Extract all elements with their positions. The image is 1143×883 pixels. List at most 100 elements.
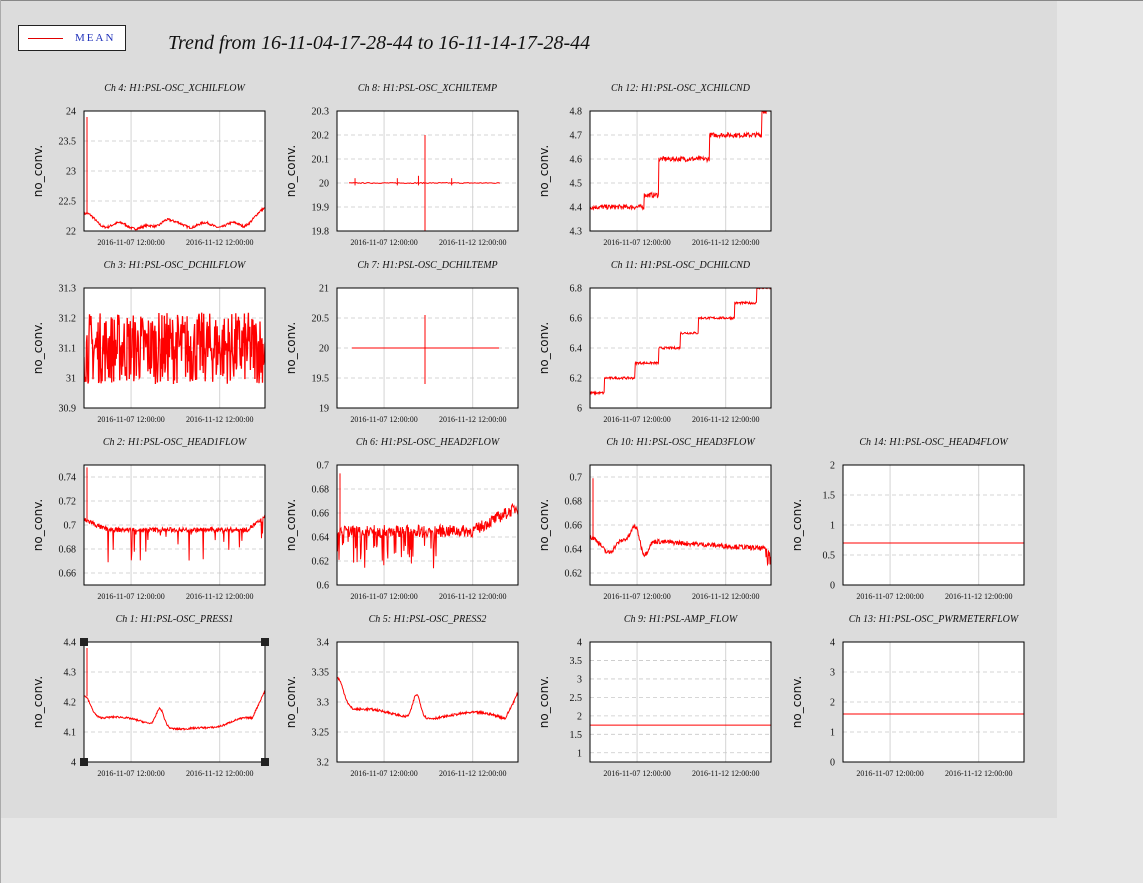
y-tick-label: 0	[830, 758, 835, 769]
y-tick-label: 0.68	[312, 485, 330, 496]
legend-box: MEAN	[18, 25, 126, 51]
chart-panel-4[interactable]: Ch 3: H1:PSL-OSC_DCHILFLOW 30.9 31 31.1 31.2…	[31, 260, 266, 424]
plot-frame	[336, 287, 519, 409]
series-mean	[84, 467, 265, 563]
x-tick-label: 2016-11-07 12:00:00	[856, 592, 923, 601]
x-tick-label: 2016-11-07 12:00:00	[97, 769, 164, 778]
chart-panel-6[interactable]: Ch 11: H1:PSL-OSC_DCHILCND 6 6.2 6.4 6.6 6.8 2…	[537, 260, 772, 424]
y-tick-label: 24	[66, 107, 76, 118]
x-tick-label: 2016-11-12 12:00:00	[439, 415, 506, 424]
y-axis-label: no_conv.	[537, 676, 551, 728]
y-tick-label: 30.9	[59, 404, 77, 415]
y-axis-label: no_conv.	[537, 322, 551, 374]
x-tick-label: 2016-11-12 12:00:00	[692, 238, 759, 247]
x-tick-label: 2016-11-07 12:00:00	[350, 769, 417, 778]
chart-panel-9[interactable]: Ch 10: H1:PSL-OSC_HEAD3FLOW 0.62 0.64 0.66 0…	[537, 437, 772, 601]
y-tick-label: 6.8	[570, 284, 583, 295]
y-tick-label: 31.1	[59, 344, 77, 355]
series-line	[590, 288, 771, 396]
y-tick-label: 1.5	[823, 491, 836, 502]
chart-panel-2[interactable]: Ch 8: H1:PSL-OSC_XCHILTEMP 19.8 19.9 20 20.1…	[284, 83, 519, 247]
selection-handle[interactable]	[80, 758, 88, 766]
chart-panel-1[interactable]: Ch 4: H1:PSL-OSC_XCHILFLOW 22 22.5 23 23.5 24…	[31, 83, 266, 247]
chart-panel-12[interactable]: Ch 5: H1:PSL-OSC_PRESS2 3.2 3.25 3.3 3.35 3.4…	[284, 614, 519, 778]
y-tick-label: 0.66	[565, 521, 583, 532]
y-tick-label: 23.5	[59, 137, 77, 148]
y-axis-label: no_conv.	[790, 499, 804, 551]
y-tick-label: 0.6	[317, 581, 330, 592]
chart-panel-14[interactable]: Ch 13: H1:PSL-OSC_PWRMETERFLOW 0 1 2 3 4 2016-…	[790, 614, 1025, 778]
x-tick-label: 2016-11-12 12:00:00	[186, 415, 253, 424]
x-tick-label: 2016-11-07 12:00:00	[97, 592, 164, 601]
x-tick-label: 2016-11-07 12:00:00	[603, 769, 670, 778]
chart-panel-8[interactable]: Ch 6: H1:PSL-OSC_HEAD2FLOW 0.6 0.62 0.64 0.6…	[284, 437, 519, 601]
y-tick-label: 0.68	[565, 497, 583, 508]
series-line	[84, 312, 265, 385]
plot-frame	[83, 641, 266, 763]
selection-handle[interactable]	[261, 758, 269, 766]
y-tick-label: 3.25	[312, 728, 330, 739]
series-mean	[337, 676, 518, 721]
y-tick-label: 1	[830, 728, 835, 739]
selection-handle[interactable]	[80, 638, 88, 646]
plot-area	[843, 465, 1024, 585]
y-tick-label: 6.2	[570, 374, 583, 385]
y-tick-label: 0.7	[570, 473, 583, 484]
y-tick-label: 4.4	[64, 638, 77, 649]
chart-panel-13[interactable]: Ch 9: H1:PSL-AMP_FLOW 1 1.5 2 2.5 3 3.5 4 2016-1…	[537, 614, 772, 778]
y-tick-label: 4.7	[570, 131, 583, 142]
y-tick-label: 19.8	[312, 227, 330, 238]
y-tick-label: 4	[577, 638, 582, 649]
y-axis-label: no_conv.	[31, 499, 45, 551]
plot-frame	[336, 464, 519, 586]
y-tick-label: 0	[830, 581, 835, 592]
plot-frame	[842, 464, 1025, 586]
plot-frame	[589, 110, 772, 232]
y-axis-label: no_conv.	[31, 322, 45, 374]
y-tick-label: 6.4	[570, 344, 583, 355]
y-tick-label: 21	[319, 284, 329, 295]
y-axis-label: no_conv.	[284, 145, 298, 197]
y-tick-label: 0.7	[64, 521, 77, 532]
y-tick-label: 3.5	[570, 656, 583, 667]
y-axis-label: no_conv.	[31, 676, 45, 728]
legend-mean-swatch	[28, 38, 63, 39]
chart-panel-5[interactable]: Ch 7: H1:PSL-OSC_DCHILTEMP 19 19.5 20 20.5 21…	[284, 260, 519, 424]
series-mean	[348, 135, 501, 231]
plot-frame	[336, 641, 519, 763]
series-mean	[352, 315, 499, 384]
x-tick-label: 2016-11-07 12:00:00	[603, 415, 670, 424]
x-tick-label: 2016-11-12 12:00:00	[186, 238, 253, 247]
x-tick-label: 2016-11-12 12:00:00	[692, 592, 759, 601]
plot-area	[84, 642, 265, 762]
selection-handle[interactable]	[261, 638, 269, 646]
chart-panel-7[interactable]: Ch 2: H1:PSL-OSC_HEAD1FLOW 0.66 0.68 0.7 0.7…	[31, 437, 266, 601]
y-tick-label: 19	[319, 404, 329, 415]
series-line	[84, 514, 265, 563]
chart-title: Ch 6: H1:PSL-OSC_HEAD2FLOW	[356, 437, 501, 448]
x-tick-label: 2016-11-07 12:00:00	[97, 415, 164, 424]
y-tick-label: 4.5	[570, 179, 583, 190]
y-tick-label: 3	[830, 668, 835, 679]
chart-panel-10[interactable]: Ch 14: H1:PSL-OSC_HEAD4FLOW 0 0.5 1 1.5 2 2016…	[790, 437, 1025, 601]
y-tick-label: 2	[830, 461, 835, 472]
y-tick-label: 2	[577, 711, 582, 722]
y-tick-label: 0.62	[565, 569, 583, 580]
y-tick-label: 3.3	[317, 698, 330, 709]
y-tick-label: 2.5	[570, 693, 583, 704]
x-tick-label: 2016-11-12 12:00:00	[692, 415, 759, 424]
y-axis-label: no_conv.	[31, 145, 45, 197]
chart-panel-3[interactable]: Ch 12: H1:PSL-OSC_XCHILCND 4.3 4.4 4.5 4.6 4.…	[537, 83, 772, 247]
plot-area	[84, 111, 265, 231]
chart-panel-11[interactable]: Ch 1: H1:PSL-OSC_PRESS1 4 4.1 4.2 4.3 4.4 2016…	[31, 614, 269, 778]
chart-title: Ch 3: H1:PSL-OSC_DCHILFLOW	[104, 260, 247, 271]
plot-area	[590, 111, 771, 231]
plot-area	[590, 465, 771, 585]
y-tick-label: 0.66	[59, 569, 77, 580]
y-tick-label: 1.5	[570, 730, 583, 741]
y-tick-label: 31	[66, 374, 76, 385]
chart-title: Ch 10: H1:PSL-OSC_HEAD3FLOW	[606, 437, 756, 448]
y-tick-label: 3.35	[312, 668, 330, 679]
x-tick-label: 2016-11-12 12:00:00	[186, 769, 253, 778]
